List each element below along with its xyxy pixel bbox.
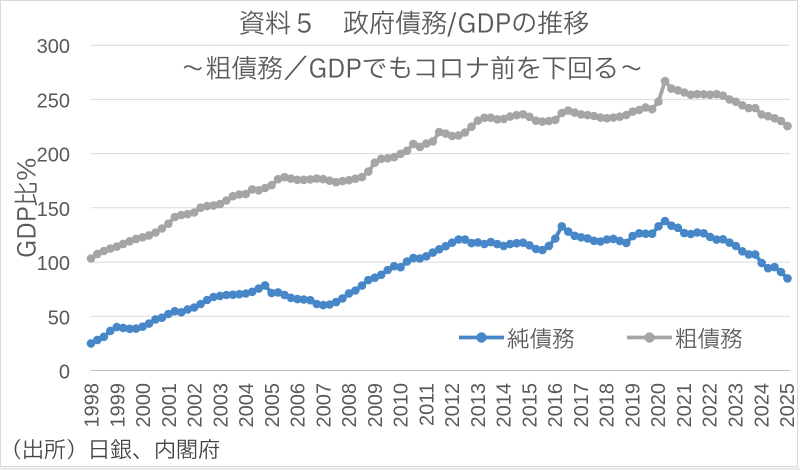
svg-text:2018: 2018	[597, 383, 619, 428]
svg-text:50: 50	[48, 307, 70, 329]
svg-text:2017: 2017	[571, 383, 593, 428]
svg-text:2011: 2011	[416, 383, 438, 426]
svg-text:1998: 1998	[82, 383, 104, 428]
svg-text:2021: 2021	[674, 383, 696, 428]
svg-text:2005: 2005	[262, 383, 284, 428]
svg-text:2014: 2014	[494, 383, 516, 428]
svg-text:2004: 2004	[236, 383, 258, 428]
svg-text:2022: 2022	[700, 383, 722, 428]
svg-text:2025: 2025	[777, 383, 799, 428]
svg-text:1999: 1999	[107, 383, 129, 428]
svg-text:100: 100	[37, 253, 70, 275]
svg-text:2003: 2003	[210, 383, 232, 428]
svg-text:2001: 2001	[159, 383, 181, 428]
svg-text:2020: 2020	[648, 383, 670, 428]
svg-text:2012: 2012	[442, 383, 464, 428]
svg-text:2019: 2019	[623, 383, 645, 428]
svg-text:300: 300	[37, 36, 70, 58]
svg-text:2023: 2023	[726, 383, 748, 428]
svg-text:250: 250	[37, 90, 70, 112]
svg-text:2016: 2016	[545, 383, 567, 428]
svg-text:2015: 2015	[519, 383, 541, 428]
svg-text:2007: 2007	[313, 383, 335, 428]
svg-text:200: 200	[37, 145, 70, 167]
svg-text:2013: 2013	[468, 383, 490, 428]
svg-text:2024: 2024	[751, 383, 773, 428]
svg-text:2010: 2010	[391, 383, 413, 428]
svg-text:2009: 2009	[365, 383, 387, 428]
svg-text:2006: 2006	[288, 383, 310, 428]
svg-text:2000: 2000	[133, 383, 155, 428]
svg-text:150: 150	[37, 199, 70, 221]
svg-text:0: 0	[59, 362, 70, 384]
svg-text:2008: 2008	[339, 383, 361, 428]
svg-text:2002: 2002	[185, 383, 207, 428]
